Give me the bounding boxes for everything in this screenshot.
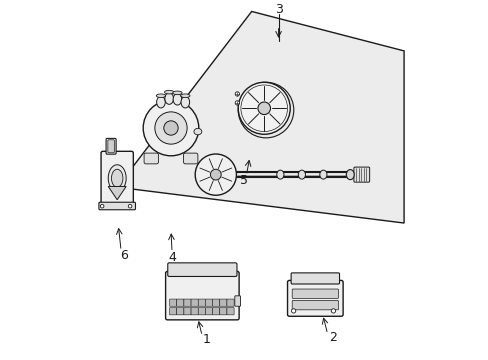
Ellipse shape [128, 204, 132, 208]
Text: 6: 6 [120, 249, 128, 262]
Ellipse shape [194, 129, 202, 135]
FancyBboxPatch shape [205, 299, 212, 306]
FancyBboxPatch shape [290, 273, 339, 284]
Ellipse shape [235, 101, 239, 105]
Ellipse shape [111, 169, 122, 187]
Ellipse shape [238, 82, 293, 138]
Text: 1: 1 [203, 333, 210, 346]
Text: 3: 3 [274, 3, 282, 16]
Text: 4: 4 [168, 251, 176, 264]
Ellipse shape [238, 82, 290, 134]
Ellipse shape [258, 102, 270, 114]
FancyBboxPatch shape [292, 289, 338, 298]
Ellipse shape [346, 170, 353, 180]
Ellipse shape [164, 93, 173, 104]
Polygon shape [117, 12, 403, 223]
FancyBboxPatch shape [292, 301, 338, 310]
FancyBboxPatch shape [226, 299, 234, 306]
Ellipse shape [172, 91, 182, 95]
Ellipse shape [143, 100, 198, 156]
Ellipse shape [173, 94, 182, 105]
Ellipse shape [319, 170, 326, 179]
FancyBboxPatch shape [165, 271, 239, 320]
Ellipse shape [235, 92, 239, 96]
Ellipse shape [100, 204, 104, 208]
FancyBboxPatch shape [198, 308, 205, 315]
Ellipse shape [195, 154, 236, 195]
Polygon shape [108, 186, 126, 200]
Ellipse shape [291, 309, 295, 313]
FancyBboxPatch shape [205, 308, 212, 315]
FancyBboxPatch shape [108, 140, 114, 153]
Ellipse shape [180, 94, 190, 98]
FancyBboxPatch shape [212, 299, 219, 306]
FancyBboxPatch shape [219, 308, 226, 315]
Ellipse shape [330, 309, 335, 313]
Ellipse shape [163, 121, 178, 135]
FancyBboxPatch shape [176, 299, 183, 306]
FancyBboxPatch shape [183, 308, 191, 315]
Ellipse shape [164, 90, 174, 94]
FancyBboxPatch shape [212, 308, 219, 315]
FancyBboxPatch shape [176, 308, 183, 315]
FancyBboxPatch shape [106, 138, 116, 154]
Ellipse shape [156, 94, 165, 98]
FancyBboxPatch shape [198, 299, 205, 306]
FancyBboxPatch shape [144, 153, 158, 164]
Ellipse shape [155, 112, 187, 144]
Ellipse shape [276, 170, 284, 179]
FancyBboxPatch shape [183, 299, 191, 306]
FancyBboxPatch shape [101, 151, 133, 207]
FancyBboxPatch shape [191, 299, 198, 306]
Text: 5: 5 [240, 174, 248, 186]
FancyBboxPatch shape [226, 308, 234, 315]
FancyBboxPatch shape [219, 299, 226, 306]
FancyBboxPatch shape [287, 280, 343, 316]
FancyBboxPatch shape [353, 167, 369, 182]
Ellipse shape [108, 165, 126, 192]
Ellipse shape [181, 96, 189, 108]
Ellipse shape [298, 170, 305, 179]
Ellipse shape [156, 96, 165, 108]
FancyBboxPatch shape [191, 308, 198, 315]
FancyBboxPatch shape [99, 202, 135, 210]
Ellipse shape [210, 169, 221, 180]
Text: 2: 2 [329, 331, 337, 344]
FancyBboxPatch shape [234, 296, 240, 306]
FancyBboxPatch shape [183, 153, 198, 164]
FancyBboxPatch shape [169, 308, 176, 315]
FancyBboxPatch shape [169, 299, 176, 306]
FancyBboxPatch shape [167, 263, 237, 276]
